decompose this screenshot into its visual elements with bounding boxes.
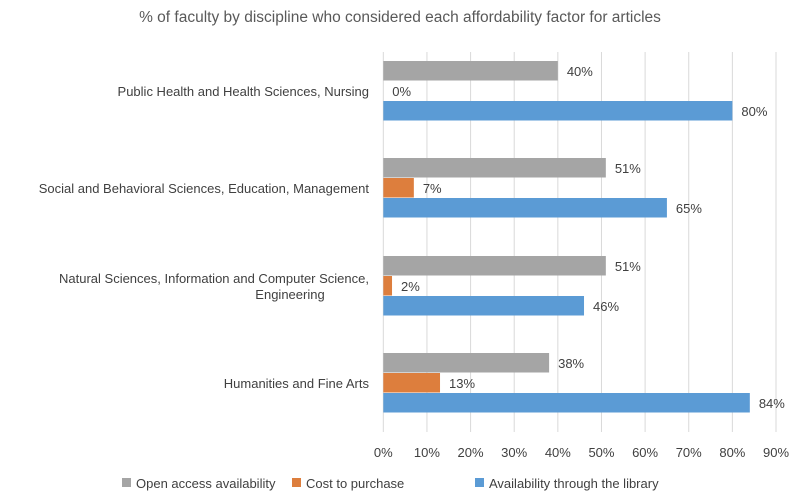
bar-2 [383,101,733,121]
data-label: 51% [615,259,641,274]
bar-1 [383,373,441,393]
bar-2 [383,198,667,218]
x-tick-label: 30% [501,445,527,460]
data-label: 13% [449,376,475,391]
legend-swatch [475,478,484,487]
x-tick-label: 40% [545,445,571,460]
data-label: 51% [615,161,641,176]
category-label: Social and Behavioral Sciences, Educatio… [39,181,370,196]
bar-1 [383,178,414,198]
category-label: Public Health and Health Sciences, Nursi… [118,84,369,99]
x-tick-label: 90% [763,445,789,460]
data-label: 65% [676,201,702,216]
bar-2 [383,296,585,316]
bar-1 [383,276,393,296]
legend-swatch [122,478,131,487]
legend-label: Cost to purchase [306,476,404,491]
x-tick-label: 10% [414,445,440,460]
x-tick-label: 50% [588,445,614,460]
legend-swatch [292,478,301,487]
data-label: 2% [401,279,420,294]
x-tick-label: 80% [719,445,745,460]
category-label-line: Humanities and Fine Arts [224,376,370,391]
chart-title: % of faculty by discipline who considere… [139,9,661,26]
data-label: 84% [759,396,785,411]
data-label: 80% [741,104,767,119]
legend: Open access availability Cost to purchase… [122,476,659,491]
x-tick-labels: 0% 10% 20% 30% 40% 50% 60% 70% 80% 90% [374,445,790,460]
category-labels: Public Health and Health Sciences, Nursi… [39,84,370,391]
data-label: 7% [423,181,442,196]
category-label: Humanities and Fine Arts [224,376,370,391]
bar-0 [383,61,558,81]
bar-0 [383,256,606,276]
category-label-line: Natural Sciences, Information and Comput… [59,271,369,286]
category-label: Natural Sciences, Information and Comput… [59,271,369,302]
x-tick-label: 60% [632,445,658,460]
category-label-line: Public Health and Health Sciences, Nursi… [118,84,369,99]
x-tick-label: 0% [374,445,393,460]
bar-0 [383,353,550,373]
bar-2 [383,393,750,413]
bars: 40% 0% 80% 51% 7% 65% 51% 2% 46% 38% 13% 84% [383,61,785,413]
data-label: 46% [593,299,619,314]
category-label-line: Social and Behavioral Sciences, Educatio… [39,181,370,196]
category-label-line: Engineering [255,287,324,302]
data-label: 40% [567,64,593,79]
legend-label: Availability through the library [489,476,659,491]
data-label: 0% [392,84,411,99]
bar-0 [383,158,606,178]
data-label: 38% [558,356,584,371]
legend-label: Open access availability [136,476,276,491]
x-tick-label: 70% [676,445,702,460]
x-tick-label: 20% [458,445,484,460]
